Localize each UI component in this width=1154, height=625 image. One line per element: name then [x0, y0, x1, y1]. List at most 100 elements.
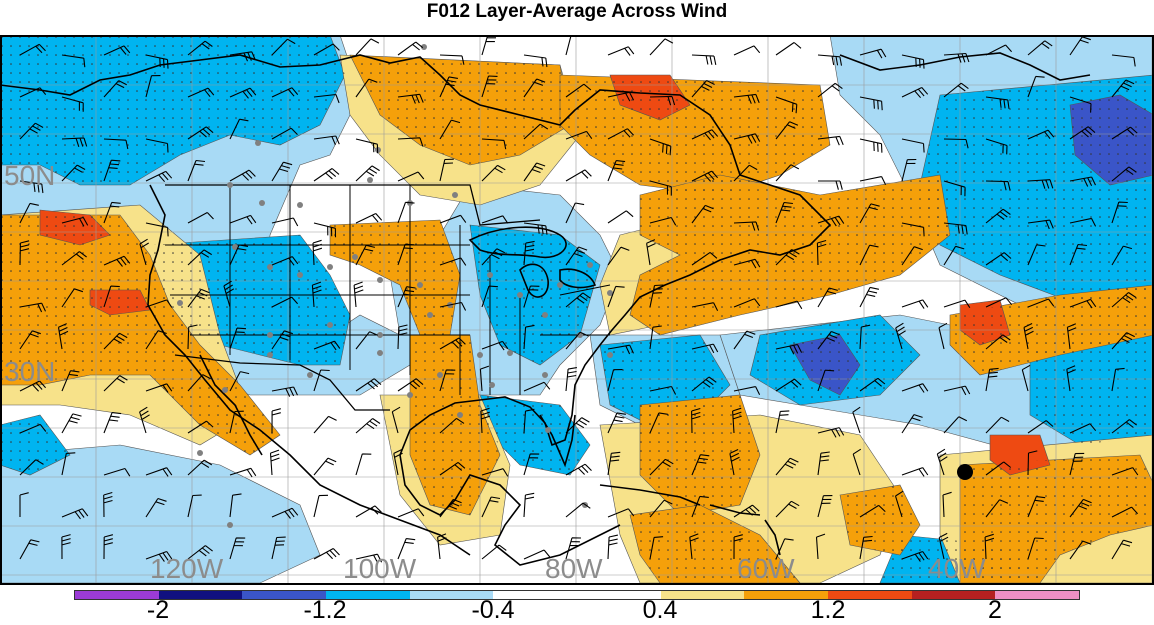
wind-barb-icon-path [481, 75, 498, 98]
wind-barb-icon [439, 498, 462, 518]
wind-barb-icon-path [1111, 201, 1128, 224]
wind-barb-icon [607, 369, 623, 392]
wind-barb-icon-path [1111, 367, 1125, 392]
wind-barb-icon-path [229, 169, 256, 182]
wind-barb-icon [901, 383, 929, 393]
wind-barb-icon-path [817, 451, 830, 476]
wind-barb-icon [1027, 537, 1044, 560]
wind-barb-icon-path [775, 457, 799, 476]
wind-barb-icon [775, 164, 800, 182]
colorbar-segment [828, 591, 912, 599]
wind-barb-icon [229, 244, 249, 266]
wind-barb-icon [1069, 36, 1091, 56]
greenland-coast [839, 52, 1091, 81]
wind-barb-icon [985, 180, 1011, 191]
wind-barb-icon [103, 491, 113, 518]
wind-barb-icon [481, 164, 506, 182]
wind-barb-icon-path [229, 87, 257, 99]
wind-barb-icon-path [187, 459, 213, 476]
wind-barb-icon [523, 381, 551, 392]
station-dot-icon [352, 254, 358, 260]
wind-barb-icon-path [391, 406, 401, 434]
chart-title: F012 Layer-Average Across Wind [426, 1, 728, 22]
wind-barb-icon-path [481, 138, 507, 150]
wind-barb-icon-path [691, 251, 718, 266]
wind-barb-icon [942, 491, 952, 518]
wind-barb-icon [1069, 298, 1097, 309]
baja-california [199, 354, 263, 456]
wind-barb-icon [936, 448, 948, 476]
wind-barb-icon-path [103, 412, 122, 434]
wind-barb-icon [733, 133, 761, 144]
wind-barb-icon [733, 298, 761, 308]
wind-barb-icon-path [229, 467, 257, 478]
wind-barb-icon [691, 302, 719, 311]
wind-barb-icon-path [271, 161, 293, 182]
wind-barb-icon [145, 550, 173, 562]
wind-barb-icon-path [1027, 496, 1046, 518]
wind-barb-icon-path [1066, 365, 1076, 392]
us-mexico-border [174, 354, 390, 411]
wind-barb-icon [859, 138, 883, 153]
wind-barb-icon [985, 297, 1013, 308]
wind-barb-icon [901, 54, 925, 69]
wind-barb-icon-path [19, 240, 30, 266]
wind-barb-icon-path [481, 285, 498, 308]
station-dot-icon [427, 312, 433, 318]
wind-barb-icon [313, 135, 340, 146]
wind-barb-icon-path [61, 508, 89, 520]
wind-barb-icon-path [901, 158, 917, 182]
wind-barb-icon [1027, 40, 1053, 56]
wind-barb-icon [1111, 201, 1128, 224]
wind-barb-icon [313, 457, 337, 476]
wind-barb-icon-path [775, 538, 794, 560]
wind-barb-icon [985, 461, 1012, 476]
wind-barb-icon [646, 239, 656, 266]
wind-barb-icon [775, 538, 794, 560]
wind-barb-icon [859, 377, 886, 392]
wind-barb-icon [311, 281, 322, 308]
wind-barb-icon [894, 490, 904, 518]
wind-barb-icon-path [61, 452, 76, 476]
wind-barb-icon [1027, 75, 1045, 98]
wind-barb-icon [187, 545, 213, 560]
wind-barb-icon [481, 340, 509, 351]
wind-barb-icon [61, 370, 80, 392]
wind-barb-icon [649, 385, 677, 395]
wind-barb-icon [775, 249, 800, 266]
wind-barb-icon [1069, 498, 1092, 518]
station-dot-icon [327, 322, 333, 328]
lat-label-50n: 50N [4, 160, 56, 191]
wind-barb-icon [103, 534, 114, 560]
station-dot-icon [267, 352, 273, 358]
wind-barb-icon-path [480, 407, 491, 434]
station-dot-icon [367, 177, 373, 183]
wind-barb-icon-path [565, 537, 582, 560]
wind-barb-icon-path [691, 170, 719, 182]
wind-barb-icon [355, 78, 378, 98]
wind-barb-icon-path [775, 500, 800, 518]
wind-barb-icon [523, 54, 548, 68]
wind-barb-icon [479, 365, 490, 392]
wind-barb-icon-path [393, 449, 403, 476]
wind-barb-icon [1069, 423, 1097, 434]
wind-barb-icon-path [943, 222, 968, 235]
wind-barb-icon [565, 292, 591, 308]
wind-barb-icon [229, 410, 244, 434]
wind-barb-icon [1021, 364, 1031, 392]
wind-barb-icon-path [19, 43, 46, 56]
station-dot-icon [587, 262, 593, 268]
colorbar-segment [493, 591, 578, 599]
wind-barb-icon-path [439, 119, 461, 140]
wind-barb-icon-path [313, 168, 340, 182]
pos-plains-stipple [330, 220, 460, 335]
wind-barb-icon [187, 40, 213, 56]
wind-barb-icon-path [1069, 498, 1092, 518]
neg-rockies-stipple [150, 235, 350, 365]
wind-barb-icon-path [565, 367, 577, 392]
colorbar-segment [577, 591, 661, 599]
wind-barb-icon-path [145, 550, 173, 562]
station-dot-icon [542, 372, 548, 378]
wind-barb-icon [775, 410, 790, 434]
wind-barb-icon-path [355, 165, 380, 182]
